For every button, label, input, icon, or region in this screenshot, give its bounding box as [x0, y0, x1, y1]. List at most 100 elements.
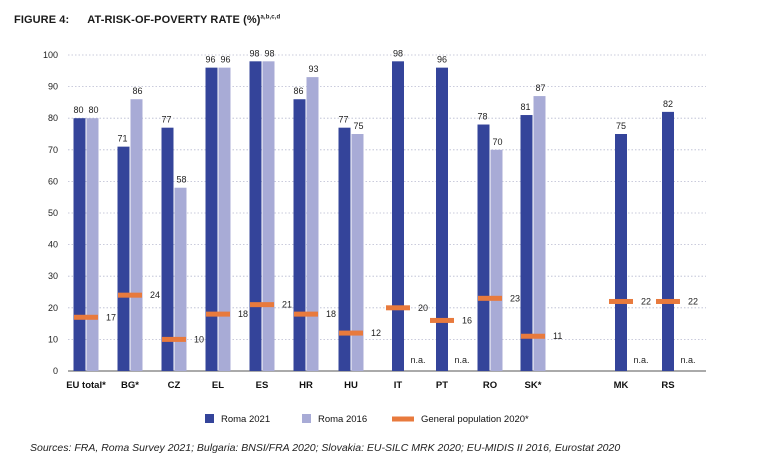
marker-general-population	[74, 314, 98, 320]
category-label: SK*	[525, 380, 542, 391]
marker-general-population	[339, 330, 363, 336]
y-tick-label: 80	[48, 113, 58, 123]
figure-label: FIGURE 4:	[14, 14, 70, 26]
data-label-general-population: 10	[194, 334, 204, 344]
legend: Roma 2021 Roma 2016 General population 202…	[205, 414, 529, 425]
bar-roma-2016	[490, 149, 503, 371]
marker-general-population	[386, 305, 410, 311]
data-label-roma-2021: 71	[117, 134, 127, 144]
category-label: PT	[436, 380, 448, 391]
category-label: HU	[344, 380, 358, 391]
bar-roma-2016	[351, 134, 364, 371]
y-tick-label: 40	[48, 240, 58, 250]
data-label-general-population: 12	[371, 328, 381, 338]
figure-title-text: AT-RISK-OF-POVERTY RATE (%)	[87, 14, 261, 26]
bar-roma-2021	[249, 61, 262, 371]
data-label-general-population: 18	[238, 309, 248, 319]
data-label-general-population: 23	[510, 293, 520, 303]
bar-roma-2021	[293, 99, 306, 372]
y-tick-label: 100	[43, 50, 58, 60]
data-label-roma-2016: 58	[176, 175, 186, 185]
category-label: EU total*	[66, 380, 106, 391]
na-label: n.a.	[410, 355, 425, 365]
data-label-roma-2016: 93	[308, 64, 318, 74]
bar-roma-2021	[615, 134, 627, 371]
bar-roma-2016	[130, 99, 143, 372]
legend-swatch-roma-2016	[302, 414, 311, 423]
category-label: RS	[661, 380, 674, 391]
bar-roma-2021	[117, 146, 130, 371]
category-label: IT	[394, 380, 403, 391]
y-tick-label: 20	[48, 303, 58, 313]
y-tick-label: 50	[48, 208, 58, 218]
data-label-general-population: 22	[641, 296, 651, 306]
data-label-general-population: 20	[418, 303, 428, 313]
y-tick-label: 60	[48, 176, 58, 186]
data-label-roma-2016: 80	[88, 105, 98, 115]
na-label: n.a.	[633, 355, 648, 365]
marker-general-population	[162, 336, 186, 342]
data-label-roma-2021: 75	[616, 121, 626, 131]
data-label-roma-2016: 75	[353, 121, 363, 131]
marker-general-population	[294, 311, 318, 317]
data-label-roma-2021: 81	[520, 102, 530, 112]
data-label-general-population: 22	[688, 296, 698, 306]
y-tick-label: 70	[48, 145, 58, 155]
category-label: HR	[299, 380, 313, 391]
y-tick-label: 10	[48, 334, 58, 344]
data-label-roma-2021: 96	[437, 55, 447, 65]
bar-roma-2016	[306, 77, 319, 372]
legend-swatch-roma-2021	[205, 414, 214, 423]
marker-general-population	[656, 298, 680, 304]
bar-roma-2016	[86, 118, 99, 371]
category-label: MK	[614, 380, 629, 391]
data-label-general-population: 21	[282, 300, 292, 310]
bar-roma-2021	[73, 118, 86, 371]
figure-title: FIGURE 4: AT-RISK-OF-POVERTY RATE (%)a,b,…	[14, 14, 280, 26]
data-label-roma-2016: 70	[492, 137, 502, 147]
data-label-general-population: 11	[553, 331, 562, 341]
data-label-roma-2021: 98	[393, 48, 403, 58]
bar-roma-2021	[205, 67, 218, 371]
na-label: n.a.	[454, 355, 469, 365]
marker-general-population	[430, 317, 454, 323]
data-label-roma-2021: 96	[205, 55, 215, 65]
data-label-roma-2021: 80	[73, 105, 83, 115]
bars: 80 80 71 86 77 58 96 96 98 98 86 93 77 75 98 n.a. 96 n.a.…	[73, 48, 696, 372]
legend-label-roma-2021: Roma 2021	[221, 414, 270, 425]
general-population-markers: 17 24 10 18 21 18 12 20 16 23 11 22 22	[74, 290, 698, 344]
marker-general-population	[118, 292, 142, 298]
data-label-roma-2021: 77	[161, 115, 171, 125]
category-label: CZ	[168, 380, 181, 391]
data-label-general-population: 18	[326, 309, 336, 319]
bar-roma-2021	[161, 127, 174, 372]
y-tick-label: 30	[48, 271, 58, 281]
bar-roma-2016	[218, 67, 231, 371]
x-axis: EU total* BG* CZ EL ES HR HU IT PT RO SK* MK RS	[66, 380, 674, 391]
data-label-roma-2016: 87	[535, 83, 545, 93]
grid-lines	[68, 54, 706, 372]
legend-swatch-general-population	[392, 416, 414, 422]
marker-general-population	[250, 302, 274, 308]
bar-roma-2016	[174, 187, 187, 371]
bar-roma-2021	[520, 115, 533, 371]
legend-label-general-population: General population 2020*	[421, 414, 529, 425]
data-label-roma-2021: 78	[477, 112, 487, 122]
data-label-roma-2021: 82	[663, 99, 673, 109]
bar-roma-2021	[477, 124, 490, 372]
data-label-roma-2016: 98	[264, 48, 274, 58]
marker-general-population	[206, 311, 230, 317]
y-tick-label: 90	[48, 82, 58, 92]
source-note: Sources: FRA, Roma Survey 2021; Bulgaria…	[30, 442, 621, 454]
category-label: ES	[256, 380, 269, 391]
figure-title-superscript: a,b,c,d	[260, 14, 281, 21]
bar-roma-2021	[392, 61, 404, 371]
data-label-general-population: 24	[150, 290, 160, 300]
na-label: n.a.	[680, 355, 695, 365]
data-label-roma-2016: 86	[132, 86, 142, 96]
data-label-roma-2021: 77	[338, 115, 348, 125]
category-label: RO	[483, 380, 497, 391]
y-tick-label: 0	[53, 366, 58, 376]
data-label-roma-2021: 86	[293, 86, 303, 96]
y-axis: 0 10 20 30 40 50 60 70 80 90 100	[43, 50, 58, 376]
